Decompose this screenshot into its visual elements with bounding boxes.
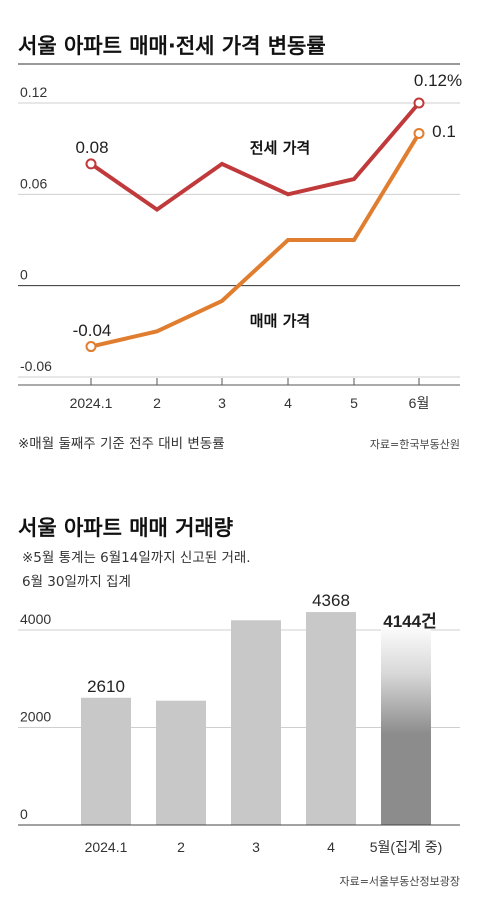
data-label: 0.12%: [414, 71, 462, 90]
bar-value-label: 4368: [312, 591, 350, 610]
y-tick-label: 4000: [20, 611, 51, 627]
x-tick-label: 3: [252, 839, 260, 855]
bar-chart-subtitle-2: 6월 30일까지 집계: [22, 574, 131, 590]
data-label: -0.04: [73, 321, 112, 340]
series-end-point: [413, 97, 425, 109]
bar-4: [381, 622, 431, 825]
series-end-point: [413, 127, 425, 139]
series-line-jeonse: [89, 101, 421, 213]
series-label-jeonse: 전세 가격: [250, 139, 310, 157]
line-chart-source: 자료=한국부동산원: [370, 438, 460, 451]
line-chart-title: 서울 아파트 매매·전세 가격 변동률: [18, 34, 326, 58]
series-label-maemae: 매매 가격: [250, 312, 310, 330]
line-chart-note: ※매월 둘째주 기준 전주 대비 변동률: [18, 436, 225, 452]
x-tick-label: 2024.1: [85, 839, 128, 855]
y-tick-label: 0: [20, 806, 28, 822]
y-tick-label: -0.06: [20, 358, 52, 374]
series-line-maemae: [90, 132, 421, 349]
bar-value-label: 2610: [87, 677, 125, 696]
x-tick-label: 2024.1: [70, 395, 113, 411]
bar-chart-source: 자료=서울부동산정보광장: [339, 875, 460, 888]
bar-chart-title: 서울 아파트 매매 거래량: [18, 516, 233, 540]
series-end-point: [85, 158, 97, 170]
x-tick-label: 4: [284, 395, 292, 411]
x-tick-label: 5: [350, 395, 358, 411]
data-label: 0.08: [75, 138, 108, 157]
bar-1: [156, 700, 206, 825]
bar-0: [81, 697, 131, 825]
x-tick-label: 5월(집계 중): [370, 839, 443, 855]
data-label: 0.1: [432, 122, 456, 141]
y-tick-label: 2000: [20, 709, 51, 725]
bar-2: [231, 620, 281, 825]
bar-value-label: 4144건: [383, 612, 436, 631]
y-tick-label: 0.12: [20, 84, 47, 100]
x-tick-label: 2: [177, 839, 185, 855]
x-tick-label: 2: [153, 395, 161, 411]
x-tick-label: 3: [218, 395, 226, 411]
y-tick-label: 0: [20, 267, 28, 283]
y-tick-label: 0.06: [20, 175, 47, 191]
x-tick-label: 6월: [409, 395, 430, 411]
bar-chart-subtitle-1: ※5월 통계는 6월14일까지 신고된 거래.: [22, 550, 251, 566]
x-tick-label: 4: [327, 839, 335, 855]
bar-3: [306, 612, 356, 825]
series-end-point: [85, 341, 97, 353]
